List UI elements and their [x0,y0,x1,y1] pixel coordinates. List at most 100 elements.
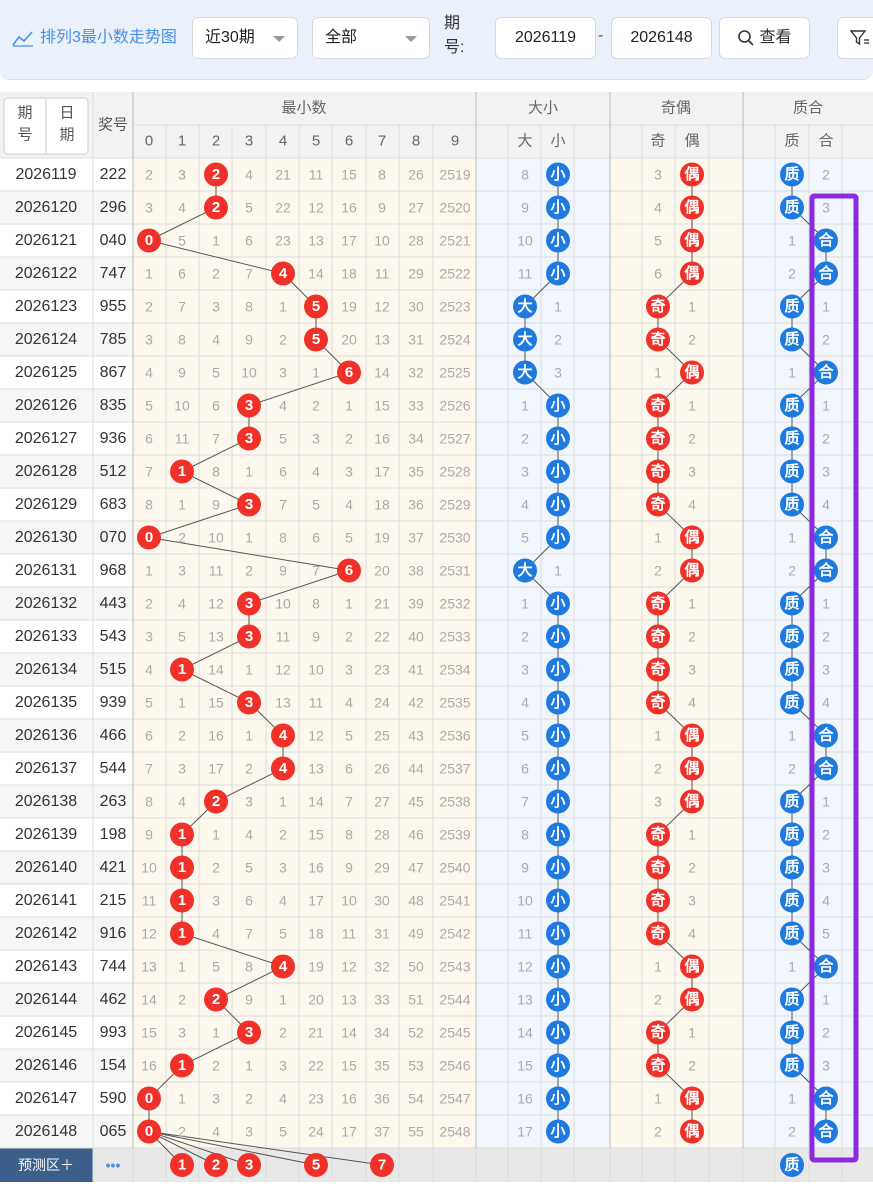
prime-ball[interactable] [780,855,804,880]
min-ball[interactable] [137,1086,161,1111]
size-ball[interactable] [546,228,570,253]
parity-ball[interactable] [680,723,704,748]
parity-ball[interactable] [646,393,670,418]
min-ball[interactable] [204,987,228,1012]
min-ball[interactable] [170,459,194,484]
prime-ball[interactable] [814,228,838,253]
size-ball[interactable] [513,294,537,319]
prime-ball[interactable] [780,426,804,451]
predict-prime-ball[interactable] [780,1153,804,1177]
min-ball[interactable] [304,327,328,352]
size-ball[interactable] [546,591,570,616]
prime-ball[interactable] [780,459,804,484]
parity-ball[interactable] [680,1086,704,1111]
parity-ball[interactable] [646,624,670,649]
parity-ball[interactable] [680,954,704,979]
size-ball[interactable] [546,1053,570,1078]
min-ball[interactable] [237,1020,261,1045]
prime-ball[interactable] [780,1020,804,1045]
size-ball[interactable] [546,525,570,550]
min-ball[interactable] [271,723,295,748]
predict-ball[interactable] [204,1153,228,1177]
min-ball[interactable] [271,261,295,286]
size-ball[interactable] [513,327,537,352]
predict-ball[interactable] [370,1153,394,1177]
min-ball[interactable] [170,855,194,880]
parity-ball[interactable] [646,855,670,880]
prime-ball[interactable] [780,987,804,1012]
parity-ball[interactable] [646,921,670,946]
prime-ball[interactable] [780,327,804,352]
parity-ball[interactable] [646,294,670,319]
prime-ball[interactable] [780,492,804,517]
size-ball[interactable] [546,987,570,1012]
min-ball[interactable] [237,591,261,616]
min-ball[interactable] [337,558,361,583]
min-ball[interactable] [337,360,361,385]
predict-ball[interactable] [237,1153,261,1177]
min-ball[interactable] [271,954,295,979]
prime-ball[interactable] [780,1053,804,1078]
size-ball[interactable] [546,756,570,781]
prime-ball[interactable] [814,756,838,781]
parity-ball[interactable] [680,162,704,187]
parity-ball[interactable] [646,1053,670,1078]
parity-ball[interactable] [646,591,670,616]
prime-ball[interactable] [780,624,804,649]
size-ball[interactable] [546,261,570,286]
parity-ball[interactable] [646,888,670,913]
prime-ball[interactable] [780,822,804,847]
parity-ball[interactable] [680,756,704,781]
min-ball[interactable] [170,921,194,946]
parity-ball[interactable] [680,360,704,385]
parity-ball[interactable] [680,789,704,814]
min-ball[interactable] [237,624,261,649]
prime-ball[interactable] [814,1086,838,1111]
size-ball[interactable] [546,657,570,682]
min-ball[interactable] [237,426,261,451]
min-ball[interactable] [170,1053,194,1078]
min-ball[interactable] [137,228,161,253]
size-ball[interactable] [546,822,570,847]
size-ball[interactable] [513,360,537,385]
parity-ball[interactable] [646,690,670,715]
parity-ball[interactable] [646,459,670,484]
prime-ball[interactable] [780,162,804,187]
predict-ball[interactable] [170,1153,194,1177]
size-ball[interactable] [546,921,570,946]
prime-ball[interactable] [780,294,804,319]
parity-ball[interactable] [646,426,670,451]
prime-ball[interactable] [814,525,838,550]
prime-ball[interactable] [780,888,804,913]
parity-ball[interactable] [680,525,704,550]
size-ball[interactable] [546,789,570,814]
size-ball[interactable] [546,723,570,748]
size-ball[interactable] [546,393,570,418]
min-ball[interactable] [137,525,161,550]
parity-ball[interactable] [680,261,704,286]
prime-ball[interactable] [814,558,838,583]
filter-button[interactable] [837,17,873,59]
size-ball[interactable] [513,558,537,583]
size-ball[interactable] [546,954,570,979]
min-ball[interactable] [237,690,261,715]
min-ball[interactable] [204,789,228,814]
scope-select[interactable]: 全部 [312,17,430,59]
size-ball[interactable] [546,855,570,880]
min-ball[interactable] [137,1119,161,1144]
parity-ball[interactable] [680,987,704,1012]
prime-ball[interactable] [814,360,838,385]
prime-ball[interactable] [780,690,804,715]
prime-ball[interactable] [780,657,804,682]
prime-ball[interactable] [814,954,838,979]
min-ball[interactable] [170,822,194,847]
size-ball[interactable] [546,1119,570,1144]
view-button[interactable]: 查看 [719,17,810,59]
min-ball[interactable] [304,294,328,319]
min-ball[interactable] [170,657,194,682]
min-ball[interactable] [204,195,228,220]
parity-ball[interactable] [646,492,670,517]
parity-ball[interactable] [646,822,670,847]
prime-ball[interactable] [780,393,804,418]
size-ball[interactable] [546,624,570,649]
